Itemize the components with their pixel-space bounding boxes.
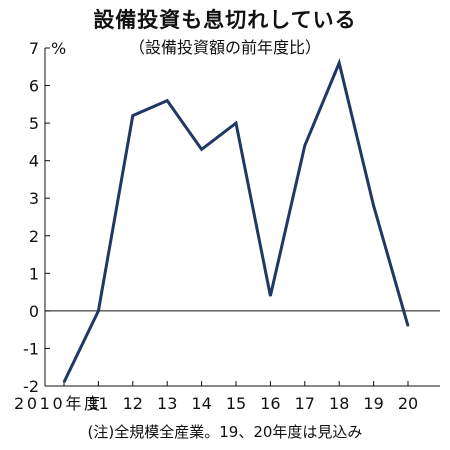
chart-footnote: (注)全規模全産業。19、20年度は見込み <box>87 423 363 441</box>
data-point <box>63 381 65 384</box>
y-tick-label: 7 <box>29 39 39 58</box>
y-tick-label: 2 <box>29 227 39 246</box>
x-tick-label: 20 <box>398 394 418 413</box>
x-tick-label: 14 <box>191 394 211 413</box>
data-point <box>407 325 409 327</box>
y-tick-label: 5 <box>29 114 39 133</box>
data-point <box>269 295 272 297</box>
data-point <box>200 148 203 151</box>
data-point <box>372 204 375 207</box>
y-tick-label: 6 <box>29 77 39 96</box>
x-tick-label: 11 <box>88 394 108 413</box>
data-point <box>304 144 306 147</box>
y-tick-label: -2 <box>23 377 39 396</box>
x-tick-label: 19 <box>363 394 383 413</box>
y-axis-ticks: -2 -1 0 1 2 3 4 5 6 7% <box>23 39 66 396</box>
series-line <box>62 58 410 383</box>
x-tick-label: 2010年度 <box>14 394 100 413</box>
y-unit-label: % <box>51 39 66 58</box>
y-tick-label: -1 <box>23 339 39 358</box>
y-tick-label: 4 <box>29 152 39 171</box>
x-tick-label: 18 <box>329 394 349 413</box>
data-point <box>132 114 134 117</box>
x-tick-label: 12 <box>123 394 143 413</box>
x-tick-label: 13 <box>157 394 177 413</box>
y-tick-label: 3 <box>29 189 39 208</box>
chart-axes <box>44 48 440 387</box>
x-tick-label: 17 <box>295 394 315 413</box>
chart-title: 設備投資も息切れしている <box>93 8 357 32</box>
data-point <box>235 122 237 124</box>
x-tick-label: 16 <box>260 394 280 413</box>
x-tick-label: 15 <box>226 394 246 413</box>
data-series <box>62 58 410 384</box>
data-point <box>166 99 168 102</box>
data-point <box>338 62 341 64</box>
data-point <box>97 310 100 312</box>
y-tick-label: 1 <box>29 264 39 283</box>
y-tick-label: 0 <box>29 302 39 321</box>
chart-subtitle: （設備投資額の前年度比） <box>128 38 321 57</box>
